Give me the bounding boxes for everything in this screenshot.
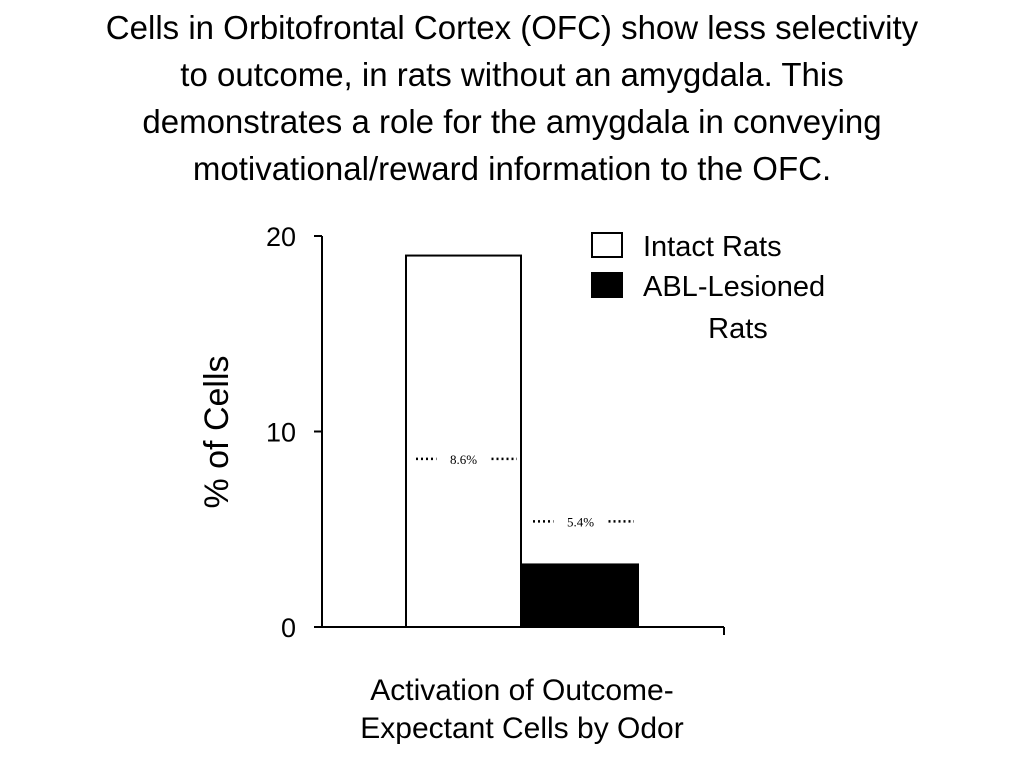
legend-swatch [591, 232, 623, 258]
y-tick-label: 10 [266, 418, 296, 448]
title-line: to outcome, in rats without an amygdala.… [180, 56, 844, 93]
slide-title: Cells in Orbitofrontal Cortex (OFC) show… [0, 4, 1024, 192]
bar [405, 254, 522, 629]
title-line: motivational/reward information to the O… [192, 150, 832, 187]
title-line: Cells in Orbitofrontal Cortex (OFC) show… [105, 9, 919, 46]
legend-swatch [591, 272, 623, 298]
legend-label: ABL-Lesioned [643, 271, 825, 303]
x-axis-label: Expectant Cells by Odor [360, 712, 683, 745]
legend-label: Rats [708, 313, 768, 345]
y-axis-label: % of Cells [198, 355, 236, 508]
chance-level-label: 8.6% [450, 452, 477, 467]
title-line: demonstrates a role for the amygdala in … [142, 103, 882, 140]
chance-level-label: 5.4% [567, 514, 594, 529]
legend-label: Intact Rats [643, 231, 782, 263]
y-tick-label: 0 [281, 613, 296, 643]
y-tick-label: 20 [266, 222, 296, 252]
bar [522, 563, 639, 629]
x-axis-label: Activation of Outcome- [370, 674, 673, 707]
